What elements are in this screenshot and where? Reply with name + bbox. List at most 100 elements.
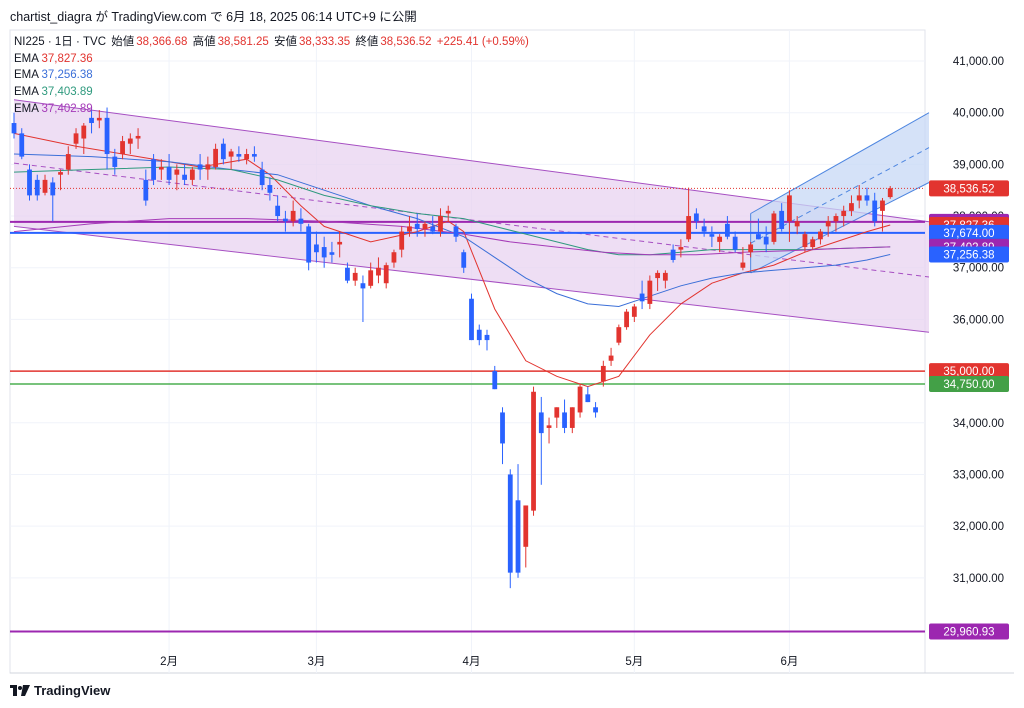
candle-body[interactable] xyxy=(345,267,350,281)
candle-body[interactable] xyxy=(275,205,281,217)
candle-body[interactable] xyxy=(810,239,816,248)
candle-body[interactable] xyxy=(461,252,467,268)
candle-body[interactable] xyxy=(422,223,428,229)
candle-body[interactable] xyxy=(756,234,761,240)
candle-body[interactable] xyxy=(779,210,785,229)
candle-body[interactable] xyxy=(523,505,529,547)
candle-body[interactable] xyxy=(849,203,854,211)
candle-body[interactable] xyxy=(27,169,32,196)
candle-body[interactable] xyxy=(438,216,443,232)
candle-body[interactable] xyxy=(484,334,490,341)
price-tag[interactable] xyxy=(929,246,1009,263)
candle-body[interactable] xyxy=(383,265,389,284)
candle-body[interactable] xyxy=(259,169,265,186)
candle-body[interactable] xyxy=(833,216,839,222)
candle-body[interactable] xyxy=(740,262,746,268)
candle-body[interactable] xyxy=(647,280,653,304)
candle-body[interactable] xyxy=(492,371,498,390)
candle-body[interactable] xyxy=(631,306,637,317)
candle-body[interactable] xyxy=(321,247,327,258)
candle-body[interactable] xyxy=(593,407,598,413)
up-channel-lower-line[interactable] xyxy=(750,182,930,274)
candle-body[interactable] xyxy=(616,327,622,343)
candle-body[interactable] xyxy=(662,272,668,281)
candle-body[interactable] xyxy=(864,195,870,201)
candle-body[interactable] xyxy=(748,244,754,253)
candle-body[interactable] xyxy=(515,500,521,573)
candle-body[interactable] xyxy=(34,179,40,196)
candle-body[interactable] xyxy=(42,179,48,193)
candle-body[interactable] xyxy=(112,156,118,167)
candle-body[interactable] xyxy=(19,133,25,157)
up-channel-upper-line[interactable] xyxy=(750,112,930,214)
candle-body[interactable] xyxy=(360,283,366,289)
candle-body[interactable] xyxy=(337,241,343,245)
candle-body[interactable] xyxy=(546,425,552,428)
symbol-label[interactable]: NI225 · 1日 · TVC xyxy=(14,36,107,48)
candle-body[interactable] xyxy=(50,182,56,196)
candle-body[interactable] xyxy=(732,236,738,250)
candle-body[interactable] xyxy=(267,185,273,193)
candle-body[interactable] xyxy=(787,195,792,222)
price-tag[interactable] xyxy=(929,224,1009,241)
candle-body[interactable] xyxy=(89,117,94,124)
candle-body[interactable] xyxy=(430,226,436,232)
candle-body[interactable] xyxy=(306,226,312,263)
candle-body[interactable] xyxy=(562,412,567,428)
candle-body[interactable] xyxy=(717,236,723,242)
candle-body[interactable] xyxy=(585,394,591,403)
candle-body[interactable] xyxy=(639,293,645,302)
candle-body[interactable] xyxy=(624,311,629,328)
candle-body[interactable] xyxy=(314,244,319,253)
candle-body[interactable] xyxy=(554,407,560,418)
candle-body[interactable] xyxy=(174,169,180,175)
candle-body[interactable] xyxy=(73,133,79,144)
candle-body[interactable] xyxy=(872,200,878,222)
candle-body[interactable] xyxy=(65,154,71,170)
candle-body[interactable] xyxy=(500,412,505,444)
price-tag[interactable] xyxy=(929,376,1009,393)
candle-body[interactable] xyxy=(507,474,513,573)
candle-body[interactable] xyxy=(538,412,544,434)
candle-body[interactable] xyxy=(655,272,661,279)
candle-body[interactable] xyxy=(445,210,451,214)
candle-body[interactable] xyxy=(856,195,862,201)
candle-body[interactable] xyxy=(135,135,141,139)
candle-body[interactable] xyxy=(608,355,614,361)
candle-body[interactable] xyxy=(298,218,304,224)
candle-body[interactable] xyxy=(686,216,692,240)
candle-body[interactable] xyxy=(802,234,808,248)
ema-legend-row[interactable]: EMA 37,403.89 xyxy=(14,84,531,101)
candle-body[interactable] xyxy=(81,125,87,139)
ema-legend-row[interactable]: EMA 37,402.89 xyxy=(14,101,531,118)
candle-body[interactable] xyxy=(182,174,187,180)
candle-body[interactable] xyxy=(577,386,583,413)
candle-body[interactable] xyxy=(228,151,234,157)
candle-body[interactable] xyxy=(670,249,676,260)
candle-body[interactable] xyxy=(569,407,575,428)
candle-body[interactable] xyxy=(104,117,110,155)
candle-body[interactable] xyxy=(825,221,831,227)
candle-body[interactable] xyxy=(453,226,459,237)
price-tag[interactable] xyxy=(929,180,1009,197)
candle-body[interactable] xyxy=(476,329,482,341)
candle-body[interactable] xyxy=(531,391,536,511)
candle-body[interactable] xyxy=(887,188,893,198)
candle-body[interactable] xyxy=(771,213,777,242)
candle-body[interactable] xyxy=(236,154,242,157)
candle-body[interactable] xyxy=(391,252,397,263)
candle-body[interactable] xyxy=(158,166,164,170)
up-channel-mid-line[interactable] xyxy=(750,147,930,244)
candle-body[interactable] xyxy=(96,117,102,121)
ema-legend-row[interactable]: EMA 37,256.38 xyxy=(14,67,531,84)
channel-lower-line[interactable] xyxy=(13,225,930,333)
candle-body[interactable] xyxy=(414,223,420,229)
candle-body[interactable] xyxy=(794,221,800,227)
candle-body[interactable] xyxy=(399,231,405,250)
ema-legend-row[interactable]: EMA 37,827.36 xyxy=(14,51,531,68)
candle-body[interactable] xyxy=(127,138,133,144)
candle-body[interactable] xyxy=(818,231,823,240)
candle-body[interactable] xyxy=(678,247,684,250)
price-tag[interactable] xyxy=(929,623,1009,640)
candle-body[interactable] xyxy=(376,267,381,276)
